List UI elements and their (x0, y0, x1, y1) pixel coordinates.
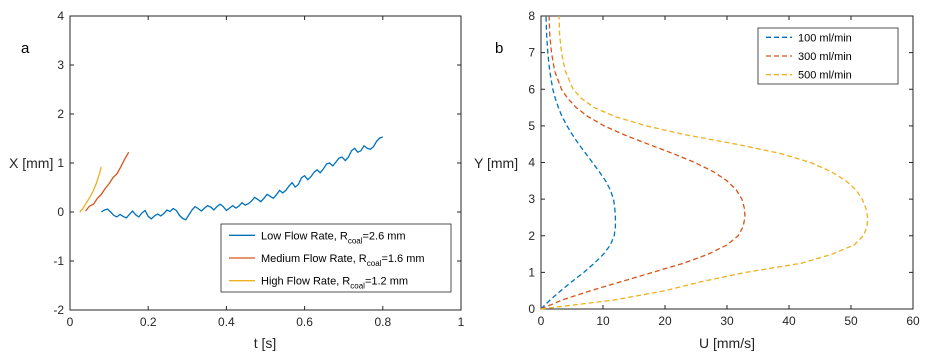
y-tick-label: 8 (528, 9, 535, 23)
y-tick-label: 1 (528, 265, 535, 279)
x-tick-label: 0.8 (374, 315, 391, 329)
legend-suffix: =2.6 mm (363, 230, 406, 242)
panel-a-chart: 0 0.2 0.4 0.6 0.8 1 -2 -1 0 1 2 3 4 a X [mm] t [s] L… (9, 9, 465, 351)
y-tick-label: 3 (528, 192, 535, 206)
legend-name: Medium Flow Rate, R (261, 253, 367, 265)
legend-name: High Flow Rate, R (261, 276, 350, 288)
y-tick-label: 0 (57, 205, 64, 219)
legend-entry-1: 100 ml/min (798, 32, 852, 44)
x-tick-label: 60 (906, 314, 920, 328)
series-line-2 (540, 15, 746, 310)
y-tick-label: 0 (528, 302, 535, 316)
y-tick-label: 6 (528, 82, 535, 96)
legend-entry-3: High Flow Rate, Rcoal=1.2 mm (261, 276, 408, 291)
x-tick-label: 0.2 (140, 315, 157, 329)
panel-b-letter: b (495, 40, 503, 57)
legend-subscript: coal (350, 282, 365, 291)
x-tick-label: 1 (458, 315, 465, 329)
legend-subscript: coal (348, 236, 363, 245)
legend-name: 500 ml/min (798, 70, 852, 82)
x-tick-label: 0 (67, 315, 74, 329)
series-line-1 (540, 15, 617, 310)
legend-subscript: coal (367, 259, 382, 268)
legend-name: 300 ml/min (798, 51, 852, 63)
panel-b-ylabel: Y [mm] (474, 155, 518, 171)
x-tick-label: 30 (720, 314, 734, 328)
panel-b-legend: 100 ml/min 300 ml/min 500 ml/min (757, 27, 899, 85)
legend-entry-1: Low Flow Rate, Rcoal=2.6 mm (261, 230, 406, 245)
legend-entry-2: Medium Flow Rate, Rcoal=1.6 mm (261, 253, 425, 268)
x-tick-label: 20 (658, 314, 672, 328)
panel-b-ticks: 0 10 20 30 40 50 60 0 1 2 3 4 5 6 7 8 (528, 9, 920, 328)
y-tick-label: 7 (528, 46, 535, 60)
panel-b-legend-box (757, 27, 899, 85)
y-tick-label: 2 (57, 107, 64, 121)
x-tick-label: 0.6 (296, 315, 313, 329)
panel-b-series (540, 15, 869, 310)
legend-name: 100 ml/min (798, 32, 852, 44)
x-tick-label: 40 (782, 314, 796, 328)
y-tick-label: 3 (57, 58, 64, 72)
y-tick-label: 2 (528, 229, 535, 243)
series-line-3 (79, 166, 102, 213)
panel-a-legend-box (220, 223, 452, 293)
panel-a-letter: a (21, 40, 30, 57)
y-tick-label: 4 (57, 9, 64, 23)
legend-entry-2: 300 ml/min (798, 51, 852, 63)
legend-suffix: =1.2 mm (365, 276, 408, 288)
panel-b-chart: 0 10 20 30 40 50 60 0 1 2 3 4 5 6 7 8 b Y [mm] U [mm/s]… (474, 9, 920, 351)
x-tick-label: 50 (844, 314, 858, 328)
y-tick-label: -2 (53, 303, 64, 317)
y-tick-label: 4 (528, 156, 535, 170)
x-tick-label: 10 (596, 314, 610, 328)
panel-a-ylabel: X [mm] (9, 155, 53, 171)
y-tick-label: -1 (53, 254, 64, 268)
x-tick-label: 0 (538, 314, 545, 328)
series-line-2 (85, 151, 130, 212)
series-line-3 (540, 15, 869, 310)
panel-b-xlabel: U [mm/s] (699, 335, 755, 351)
panel-a-ticks: 0 0.2 0.4 0.6 0.8 1 -2 -1 0 1 2 3 4 (53, 9, 464, 329)
legend-suffix: =1.6 mm (381, 253, 424, 265)
legend-entry-3: 500 ml/min (798, 70, 852, 82)
x-tick-label: 0.4 (218, 315, 235, 329)
legend-name: Low Flow Rate, R (261, 230, 348, 242)
y-tick-label: 1 (57, 156, 64, 170)
series-line-1 (100, 136, 383, 221)
y-tick-label: 5 (528, 119, 535, 133)
panel-a-xlabel: t [s] (254, 335, 277, 351)
panel-a-series (79, 136, 383, 221)
